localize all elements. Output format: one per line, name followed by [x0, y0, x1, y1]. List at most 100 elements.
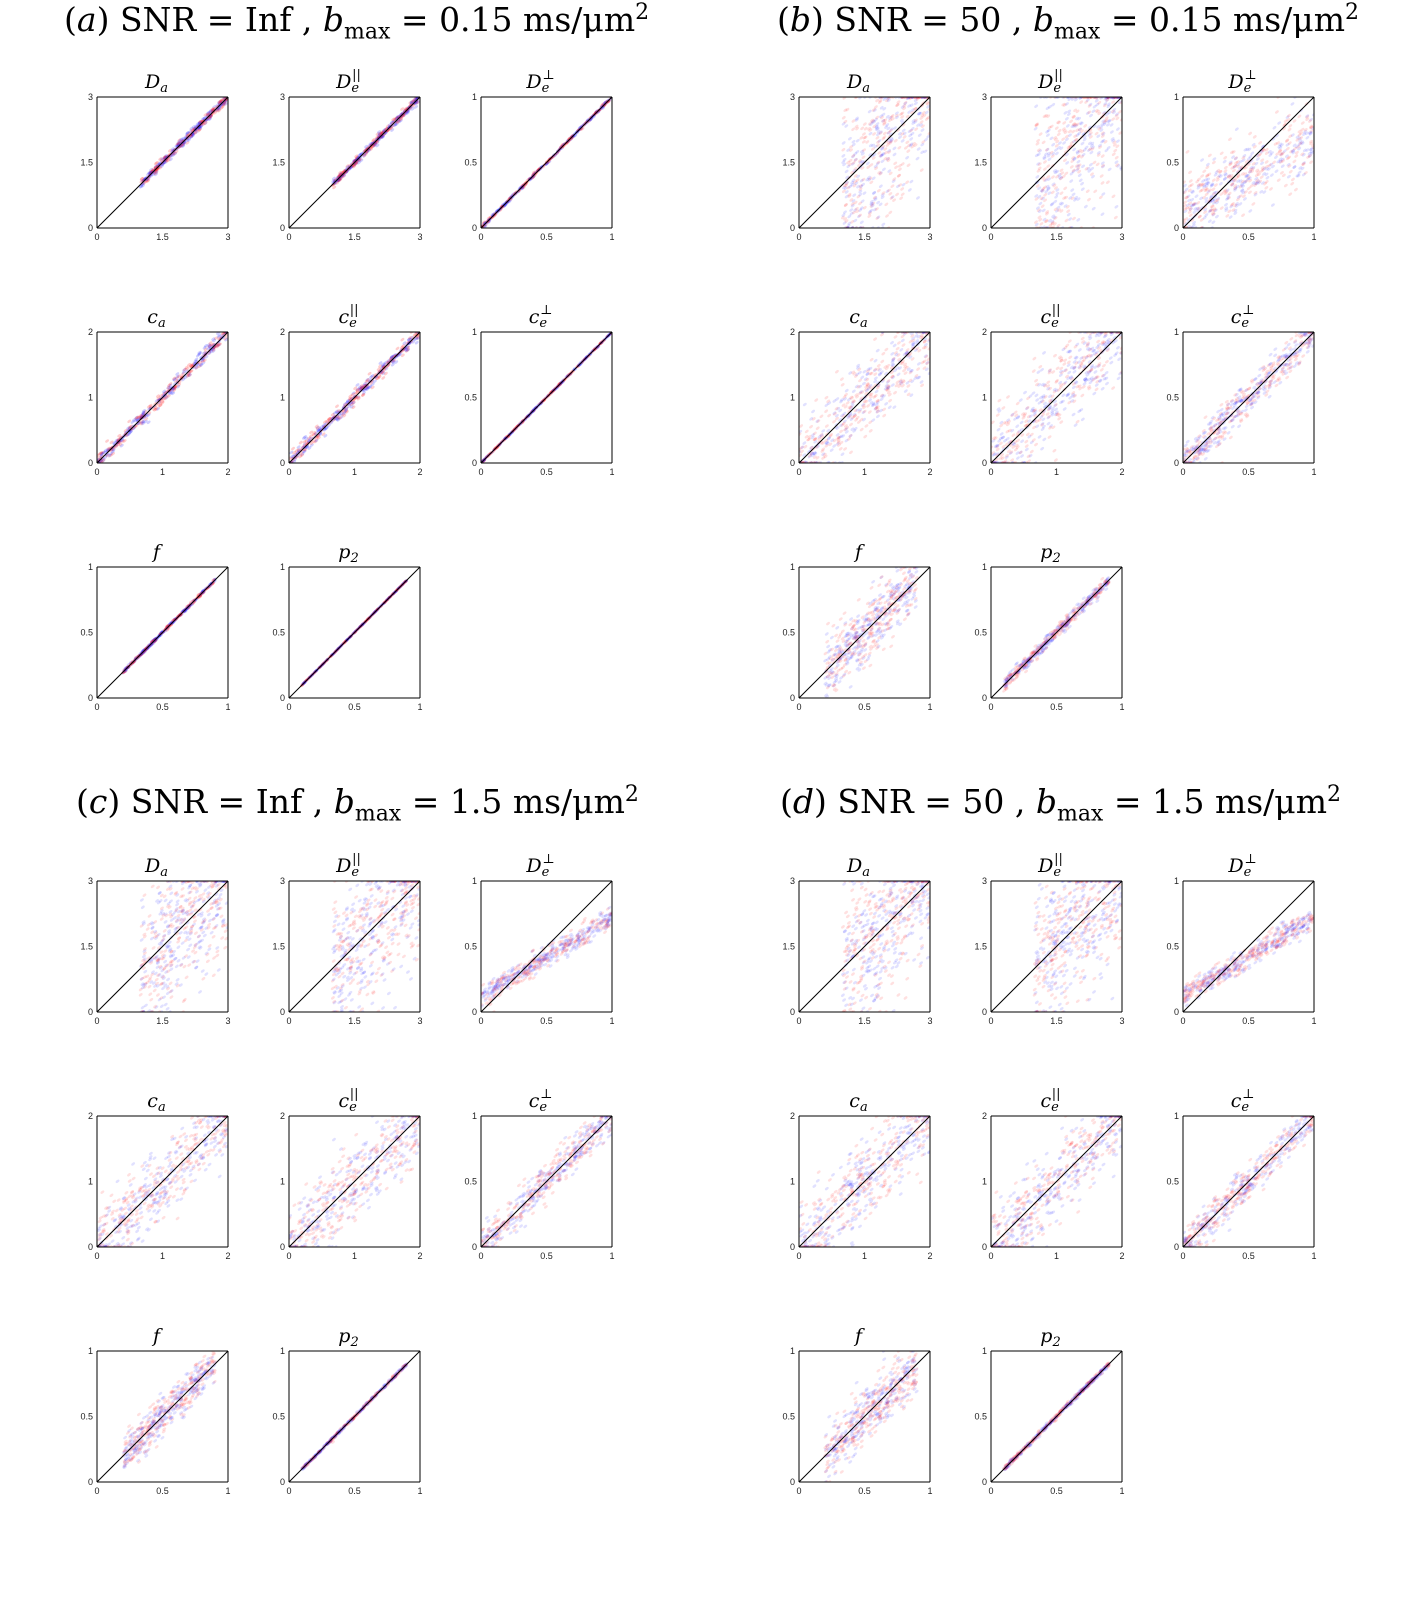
point	[1195, 179, 1200, 184]
point	[1109, 97, 1114, 99]
point	[1043, 193, 1048, 197]
point	[1264, 164, 1269, 169]
point	[1103, 103, 1107, 108]
x-tick-label: 0	[94, 467, 99, 477]
point	[1087, 104, 1092, 108]
point	[558, 383, 563, 387]
point	[136, 418, 141, 423]
point	[579, 362, 583, 366]
point	[1238, 184, 1243, 189]
point	[926, 105, 930, 109]
point	[1250, 169, 1255, 174]
point	[184, 365, 189, 370]
point	[876, 132, 880, 137]
point	[161, 396, 165, 400]
point	[1212, 190, 1217, 195]
point	[850, 180, 855, 185]
point	[1088, 147, 1092, 151]
point	[851, 143, 856, 147]
point	[1273, 142, 1278, 146]
point	[1116, 127, 1120, 131]
point	[1246, 177, 1250, 181]
point	[880, 147, 884, 151]
point	[1055, 169, 1060, 174]
point	[382, 127, 387, 132]
point	[1106, 97, 1111, 99]
point	[1276, 97, 1281, 99]
point	[1101, 164, 1105, 168]
point	[1257, 172, 1261, 177]
point	[886, 97, 891, 101]
point	[1089, 135, 1093, 139]
point	[148, 403, 153, 408]
point	[1285, 143, 1290, 147]
point	[889, 136, 894, 141]
point	[1103, 102, 1108, 106]
point	[853, 180, 857, 184]
point	[1077, 97, 1082, 99]
point	[203, 121, 208, 126]
point	[294, 448, 299, 453]
point	[1066, 145, 1071, 150]
point	[385, 128, 390, 132]
point	[1090, 147, 1095, 151]
identity-line	[288, 96, 421, 229]
point	[156, 164, 160, 168]
point	[1188, 207, 1193, 212]
point	[1204, 192, 1209, 197]
point	[1100, 131, 1105, 135]
point	[878, 100, 882, 104]
point	[208, 341, 213, 345]
point	[902, 131, 907, 136]
point	[383, 371, 388, 376]
point	[140, 176, 144, 181]
point	[371, 141, 375, 145]
point	[841, 189, 846, 194]
point	[858, 189, 863, 194]
point	[122, 439, 127, 443]
point	[187, 373, 192, 378]
point	[392, 358, 397, 363]
point	[1038, 209, 1042, 213]
point	[118, 436, 123, 441]
point	[852, 210, 856, 215]
point	[1309, 124, 1313, 129]
point	[142, 413, 146, 417]
point	[1211, 212, 1216, 216]
point	[869, 163, 874, 167]
point	[1078, 178, 1083, 183]
point	[1196, 208, 1201, 212]
point	[190, 362, 195, 366]
point	[1062, 141, 1067, 145]
point	[224, 337, 228, 342]
point	[304, 439, 309, 443]
point	[1201, 182, 1205, 187]
point	[178, 141, 183, 146]
point	[1080, 181, 1084, 186]
x-tick-label: 1.5	[156, 232, 169, 242]
point	[394, 116, 399, 120]
point	[1216, 196, 1221, 201]
point	[867, 175, 871, 180]
point	[154, 169, 159, 174]
point	[1069, 141, 1074, 145]
point	[1034, 104, 1039, 108]
point	[881, 119, 886, 123]
point	[1299, 131, 1304, 135]
point	[1082, 97, 1087, 99]
point	[1223, 165, 1228, 170]
point	[201, 359, 205, 363]
point	[860, 126, 865, 131]
point	[166, 385, 171, 390]
point	[1106, 123, 1110, 127]
point	[364, 152, 368, 156]
point	[1110, 97, 1115, 99]
point	[331, 176, 336, 181]
point	[1052, 183, 1057, 188]
point	[898, 135, 902, 139]
point	[1276, 141, 1280, 145]
point	[116, 440, 121, 445]
point	[523, 182, 528, 187]
point	[348, 165, 353, 170]
